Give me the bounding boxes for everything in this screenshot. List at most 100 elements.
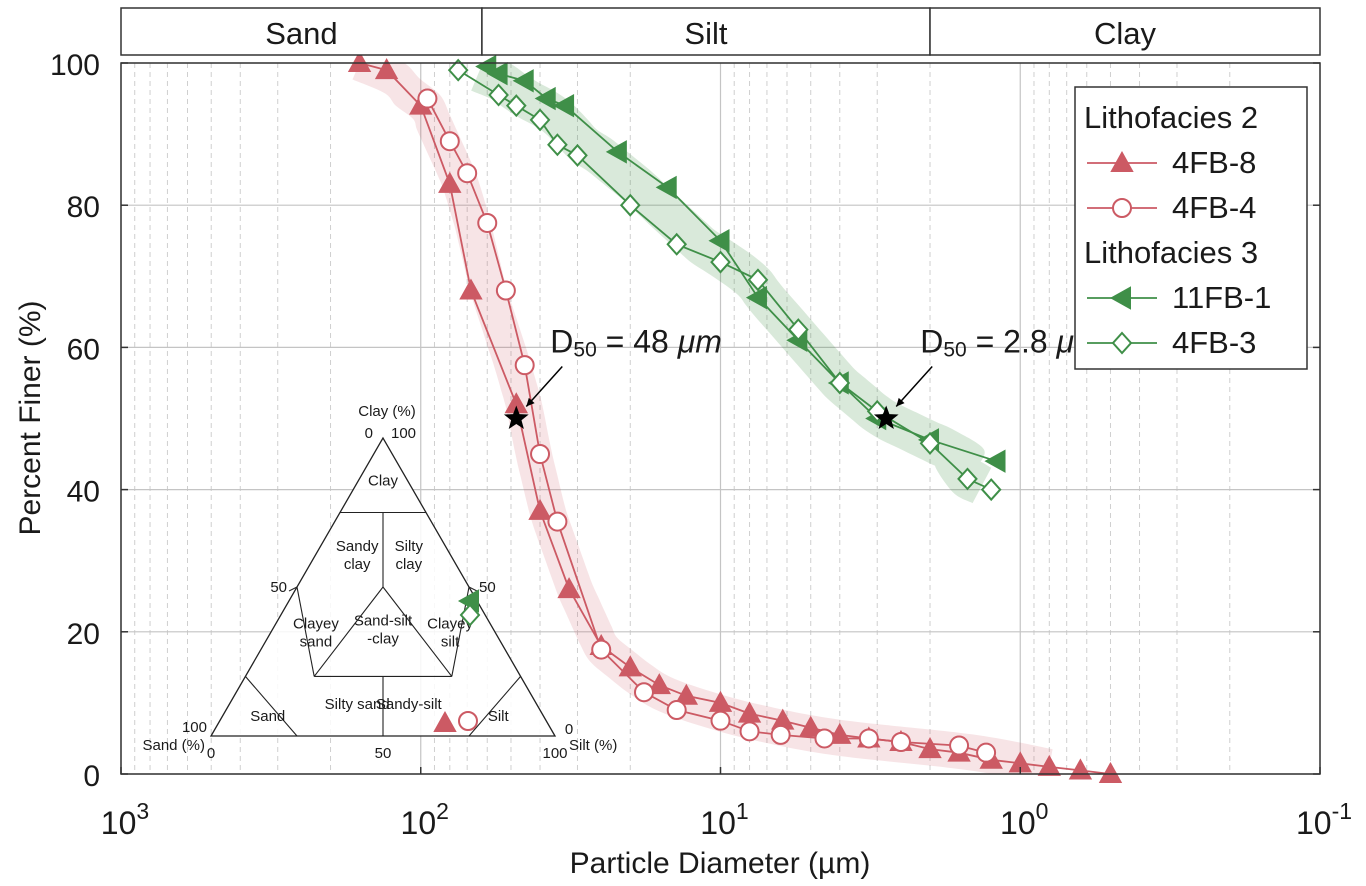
- data-point-4FB-8: [918, 737, 942, 759]
- x-ticks: 103 102 101 100 10-1: [101, 767, 1352, 841]
- d50-star: [873, 405, 899, 429]
- ternary-tick-label: 0: [565, 721, 573, 738]
- ternary-tick-label: 50: [479, 579, 496, 596]
- data-point-4FB-8: [459, 278, 483, 300]
- y-tick-label: 0: [83, 760, 100, 793]
- data-point-4FB-8: [674, 683, 699, 705]
- legend-marker-4FB-8: [1110, 150, 1134, 172]
- legend-box: [1074, 86, 1308, 370]
- ternary-sample-4FB-3: [459, 603, 481, 627]
- ternary-apex-label: Clay (%): [358, 403, 416, 420]
- confidence-bands: [352, 63, 1053, 774]
- data-point-4FB-8: [528, 498, 552, 520]
- x-tick-label: 100: [1000, 798, 1048, 841]
- data-point-4FB-3: [619, 193, 641, 217]
- data-point-4FB-8: [1037, 754, 1061, 776]
- y-tick-label: 60: [67, 333, 100, 366]
- ternary-boundary: [296, 586, 315, 677]
- data-point-4FB-3: [505, 94, 527, 118]
- data-point-4FB-8: [557, 577, 581, 599]
- data-point-4FB-4: [890, 732, 911, 753]
- data-point-4FB-4: [591, 639, 612, 660]
- data-point-4FB-3: [957, 467, 978, 491]
- ternary-boundary: [244, 676, 298, 737]
- ternary-region-label: silt: [441, 634, 460, 651]
- data-point-11FB-1: [708, 229, 730, 253]
- size-class-label: Silt: [684, 16, 727, 51]
- x-axis-label: Particle Diameter (µm): [570, 847, 871, 880]
- d50-arrow: [895, 365, 933, 408]
- size-class-cell: [929, 7, 1321, 56]
- legend-marker-4FB-3: [1111, 331, 1133, 355]
- data-point-4FB-8: [618, 655, 642, 677]
- y-axis-label: Percent Finer (%): [14, 300, 47, 535]
- ternary-boundary: [382, 586, 453, 677]
- legend-entry-label: 4FB-8: [1172, 145, 1256, 180]
- legend-group-title: Lithofacies 2: [1084, 100, 1258, 135]
- data-point-4FB-8: [828, 722, 852, 744]
- ternary-sample-4FB-4: [458, 711, 478, 731]
- legend-marker-11FB-1: [1109, 286, 1131, 310]
- data-point-4FB-8: [799, 715, 823, 737]
- data-point-4FB-4: [633, 682, 654, 703]
- ternary-tick-label: 50: [375, 745, 392, 762]
- data-point-4FB-8: [374, 58, 399, 80]
- data-point-4FB-3: [488, 83, 509, 107]
- x-tick-label: 101: [700, 798, 748, 841]
- ternary-boundary: [468, 676, 522, 737]
- data-point-4FB-8: [347, 50, 372, 72]
- ternary-tick: [288, 586, 298, 592]
- ternary-region-label: Silty: [395, 538, 424, 555]
- ternary-tick-label: 0: [365, 425, 373, 442]
- data-point-4FB-4: [514, 355, 535, 376]
- data-point-4FB-4: [417, 88, 438, 109]
- x-tick-label: 103: [101, 798, 149, 841]
- data-point-4FB-4: [547, 511, 568, 532]
- data-point-4FB-4: [530, 444, 551, 465]
- y-tick-label: 40: [67, 476, 100, 509]
- data-point-4FB-8: [1098, 761, 1123, 783]
- data-point-4FB-4: [949, 735, 970, 756]
- data-point-4FB-3: [567, 143, 588, 167]
- y-tick-label: 20: [67, 618, 100, 651]
- data-point-11FB-1: [553, 93, 575, 118]
- data-point-4FB-3: [710, 250, 731, 274]
- legend-entry-label: 11FB-1: [1172, 280, 1271, 315]
- y-ticks: 0 20 40 60 80 100: [50, 49, 1320, 793]
- data-point-4FB-3: [919, 431, 941, 455]
- ternary-inset: ClaySandyclaySiltyclayClayeysandSand-sil…: [142, 403, 617, 762]
- ternary-axis-label: Sand (%): [142, 737, 205, 754]
- series-line-4FB-3: [457, 69, 992, 491]
- data-point-4FB-4: [495, 280, 516, 301]
- data-point-4FB-8: [647, 673, 672, 695]
- x-tick-label: 10-1: [1296, 798, 1352, 841]
- data-point-4FB-3: [547, 133, 568, 157]
- data-point-4FB-4: [976, 742, 997, 763]
- data-point-4FB-8: [438, 171, 462, 193]
- data-point-4FB-4: [814, 728, 835, 749]
- ternary-region-label: Silty sand: [325, 696, 390, 713]
- data-point-11FB-1: [486, 61, 508, 86]
- ternary-tick-label: 0: [207, 745, 215, 762]
- data-point-4FB-3: [980, 478, 1002, 502]
- ternary-region-label: Clay: [368, 473, 399, 490]
- data-point-4FB-4: [858, 728, 879, 749]
- ternary-region-label: Sand-silt: [354, 613, 413, 630]
- data-point-4FB-3: [829, 371, 851, 395]
- ternary-region-label: Clayey: [427, 616, 473, 633]
- data-point-4FB-3: [447, 58, 469, 82]
- ternary-region-label: Sandy-silt: [376, 696, 443, 713]
- ternary-region-label: Sandy: [336, 538, 379, 555]
- ternary-tick-label: 50: [270, 579, 287, 596]
- legend-group-title: Lithofacies 3: [1084, 235, 1258, 270]
- series-points: [347, 50, 1123, 783]
- x-tick-label: 102: [401, 798, 449, 841]
- data-point-4FB-4: [477, 212, 498, 233]
- y-tick-label: 100: [50, 49, 100, 82]
- ternary-sample-4FB-8: [433, 710, 457, 732]
- y-tick-label: 80: [67, 191, 100, 224]
- data-point-11FB-1: [512, 69, 534, 93]
- data-point-4FB-4: [439, 131, 460, 152]
- data-point-4FB-4: [666, 700, 687, 721]
